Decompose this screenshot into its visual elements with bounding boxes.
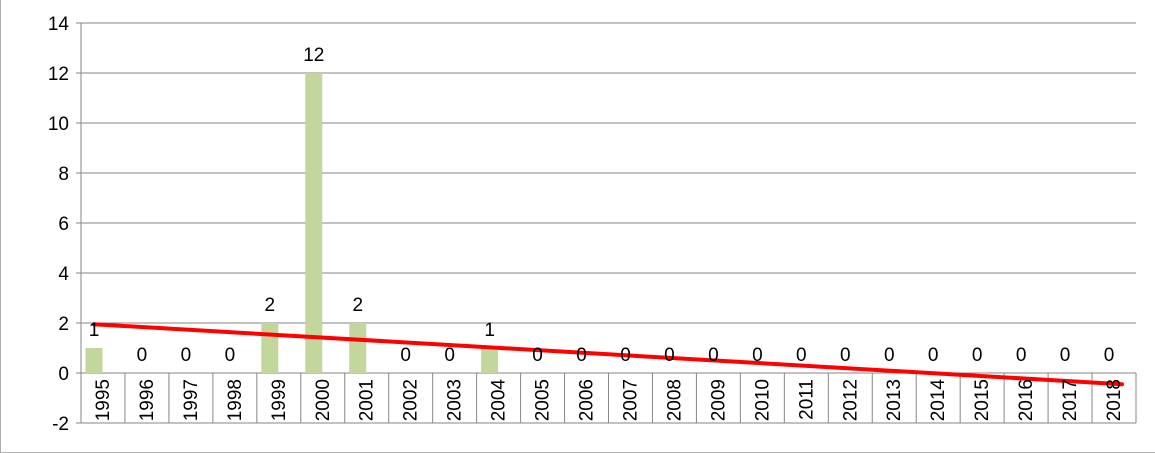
x-tick-label-1997: 1997	[181, 379, 202, 421]
data-label-1997: 0	[181, 345, 192, 366]
x-tick-labels: 1995 1996 1997 1998 1999 2000 2001 2002 2003 2004…	[93, 379, 1125, 422]
data-label-1996: 0	[137, 345, 148, 366]
x-tick-label-2018: 2018	[1104, 379, 1125, 421]
data-label-2018: 0	[1104, 345, 1115, 366]
data-label-2011: 0	[796, 345, 807, 366]
y-tick-label: 4	[58, 264, 69, 285]
data-label-2002: 0	[400, 345, 411, 366]
x-tick-label-2013: 2013	[884, 379, 905, 421]
y-tick-label: 8	[58, 164, 69, 185]
y-tick-label: 14	[48, 14, 70, 35]
x-tick-label-2008: 2008	[664, 379, 685, 421]
data-label-2001: 2	[352, 295, 363, 316]
data-label-2015: 0	[972, 345, 983, 366]
data-label-2004: 1	[484, 320, 495, 341]
data-label-1999: 2	[265, 295, 276, 316]
x-tick-label-2004: 2004	[489, 379, 510, 422]
x-tick-label-2016: 2016	[1016, 379, 1037, 421]
x-tick-label-2009: 2009	[708, 379, 729, 421]
x-tick-label-1996: 1996	[137, 379, 158, 421]
data-label-1998: 0	[225, 345, 236, 366]
data-label-2000: 12	[303, 45, 324, 66]
data-label-2012: 0	[840, 345, 851, 366]
data-label-2006: 0	[576, 345, 587, 366]
data-labels: 1 0 0 0 2 12 2 0 0 1 0 0 0 0 0 0 0 0 0 0 0 0 0 0	[89, 45, 1115, 366]
x-tick-label-2010: 2010	[752, 379, 773, 421]
bar-2001	[349, 323, 366, 373]
data-label-1995: 1	[89, 320, 100, 341]
x-tick-label-2012: 2012	[840, 379, 861, 421]
x-tick-label-2017: 2017	[1060, 379, 1081, 421]
data-label-2013: 0	[884, 345, 895, 366]
y-tick-label: 2	[58, 314, 69, 335]
y-tick-label: 10	[48, 114, 69, 135]
bar-2004	[481, 348, 498, 373]
y-tick-label: 0	[58, 364, 69, 385]
data-label-2010: 0	[752, 345, 763, 366]
bar-1995	[85, 348, 102, 373]
x-tick-label-1999: 1999	[269, 379, 290, 421]
data-label-2016: 0	[1016, 345, 1027, 366]
y-tick-label: 12	[48, 64, 69, 85]
data-label-2003: 0	[444, 345, 455, 366]
data-label-2009: 0	[708, 345, 719, 366]
bar-1999	[261, 323, 278, 373]
x-tick-label-2006: 2006	[577, 379, 598, 421]
data-label-2007: 0	[620, 345, 631, 366]
data-label-2014: 0	[928, 345, 939, 366]
x-tick-label-2011: 2011	[796, 379, 817, 420]
x-tick-label-2005: 2005	[533, 379, 554, 421]
x-tick-label-2001: 2001	[357, 379, 378, 421]
x-tick-label-2007: 2007	[620, 379, 641, 421]
x-tick-label-2003: 2003	[445, 379, 466, 421]
data-label-2005: 0	[532, 345, 543, 366]
x-tick-label-1998: 1998	[225, 379, 246, 421]
y-tick-labels: -2 0 2 4 6 8 10 12 14	[48, 14, 70, 435]
data-label-2008: 0	[664, 345, 675, 366]
x-tick-label-2014: 2014	[928, 379, 949, 422]
x-tick-label-2000: 2000	[313, 379, 334, 421]
data-label-2017: 0	[1060, 345, 1071, 366]
y-tick-label: 6	[58, 214, 69, 235]
bar-2000	[305, 73, 322, 373]
x-tick-label-1995: 1995	[93, 379, 114, 421]
y-tick-label: -2	[52, 414, 69, 435]
x-tick-label-2015: 2015	[972, 379, 993, 421]
x-tick-label-2002: 2002	[401, 379, 422, 421]
